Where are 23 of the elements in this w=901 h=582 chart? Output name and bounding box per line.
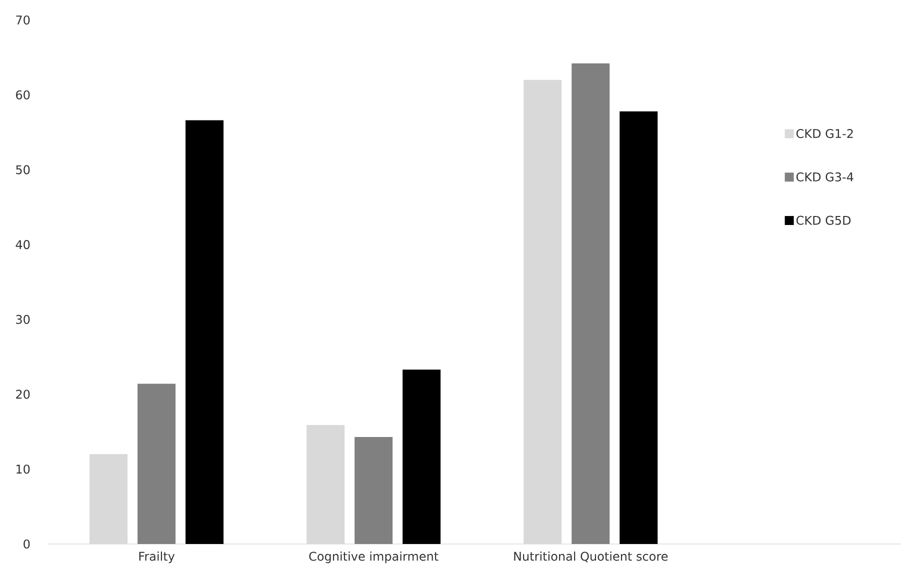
y-tick-label: 0 bbox=[24, 539, 30, 549]
y-tick-label: 50 bbox=[16, 165, 30, 174]
bar bbox=[138, 384, 176, 544]
bar bbox=[306, 424, 345, 544]
y-tick-label: 70 bbox=[16, 15, 30, 25]
bar bbox=[620, 111, 658, 544]
x-tick-label: Cognitive impairment bbox=[309, 552, 438, 564]
bar bbox=[186, 120, 224, 544]
y-tick-label: 20 bbox=[16, 390, 30, 399]
legend-label: CKD G1-2 bbox=[796, 129, 853, 138]
y-tick-label: 60 bbox=[16, 90, 30, 100]
bar bbox=[524, 80, 562, 544]
bar bbox=[90, 454, 128, 544]
legend-label: CKD G5D bbox=[796, 216, 851, 225]
y-tick-label: 10 bbox=[16, 464, 30, 474]
bar bbox=[572, 63, 610, 544]
bar bbox=[354, 436, 393, 544]
y-tick-label: 40 bbox=[16, 240, 30, 250]
x-tick-label: Frailty bbox=[139, 552, 175, 564]
bar bbox=[402, 370, 441, 544]
y-tick-label: 30 bbox=[16, 314, 30, 324]
x-tick-label: Nutritional Quotient score bbox=[514, 552, 668, 562]
legend-label: CKD G3-4 bbox=[796, 172, 854, 182]
